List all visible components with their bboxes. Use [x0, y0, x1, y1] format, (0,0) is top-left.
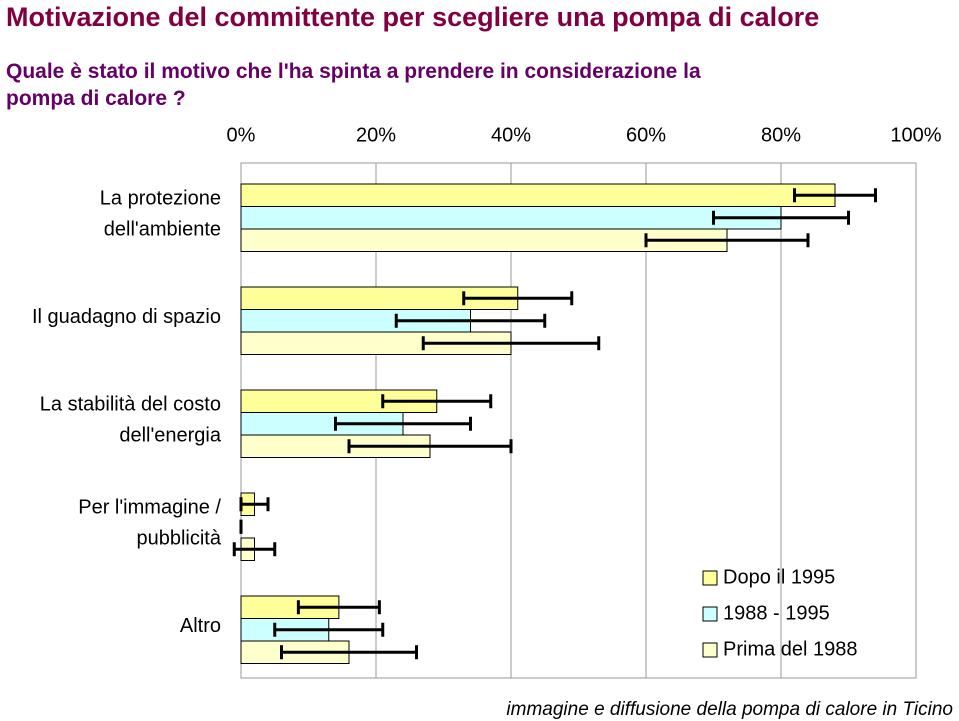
- error-bar: [394, 313, 547, 328]
- error-bar: [273, 622, 385, 637]
- error-bar: [644, 233, 810, 248]
- y-tick-label: dell'ambiente: [104, 218, 221, 240]
- footnote: immagine e diffusione della pompa di cal…: [506, 699, 953, 720]
- error-bar: [296, 600, 381, 615]
- y-tick-label: La stabilità del costo: [40, 393, 221, 415]
- x-tick-label: 0%: [227, 124, 256, 146]
- x-tick-label: 80%: [761, 124, 801, 146]
- x-tick-label: 100%: [890, 124, 941, 146]
- legend-swatch: [702, 606, 718, 622]
- error-bar: [334, 416, 472, 431]
- error-bar: [462, 291, 574, 306]
- legend-swatch: [702, 642, 718, 658]
- error-bar: [239, 497, 270, 512]
- y-tick-label: La protezione: [100, 187, 221, 209]
- y-tick-label: Il guadagno di spazio: [32, 306, 221, 328]
- y-tick-label: pubblicità: [136, 527, 221, 549]
- error-bar: [280, 645, 418, 660]
- x-tick-label: 60%: [626, 124, 666, 146]
- error-bar: [421, 336, 601, 351]
- y-tick-label: Altro: [180, 615, 221, 637]
- legend-label: 1988 - 1995: [723, 602, 830, 624]
- y-tick-label: Per l'immagine /: [78, 496, 221, 518]
- error-bar: [347, 439, 513, 454]
- bar: [240, 183, 836, 207]
- legend-label: Dopo il 1995: [723, 566, 835, 588]
- error-bar: [793, 188, 877, 203]
- error-bar: [712, 210, 850, 225]
- legend-swatch: [702, 570, 718, 586]
- legend-label: Prima del 1988: [723, 638, 858, 660]
- y-tick-label: dell'energia: [119, 424, 222, 446]
- error-bar: [381, 394, 493, 409]
- error-bar: [232, 542, 277, 557]
- bar: [240, 206, 782, 230]
- subtitle: Quale è stato il motivo che l'ha spinta …: [6, 60, 701, 110]
- title: Motivazione del committente per sceglier…: [6, 2, 820, 32]
- x-tick-label: 20%: [356, 124, 396, 146]
- x-tick-label: 40%: [491, 124, 531, 146]
